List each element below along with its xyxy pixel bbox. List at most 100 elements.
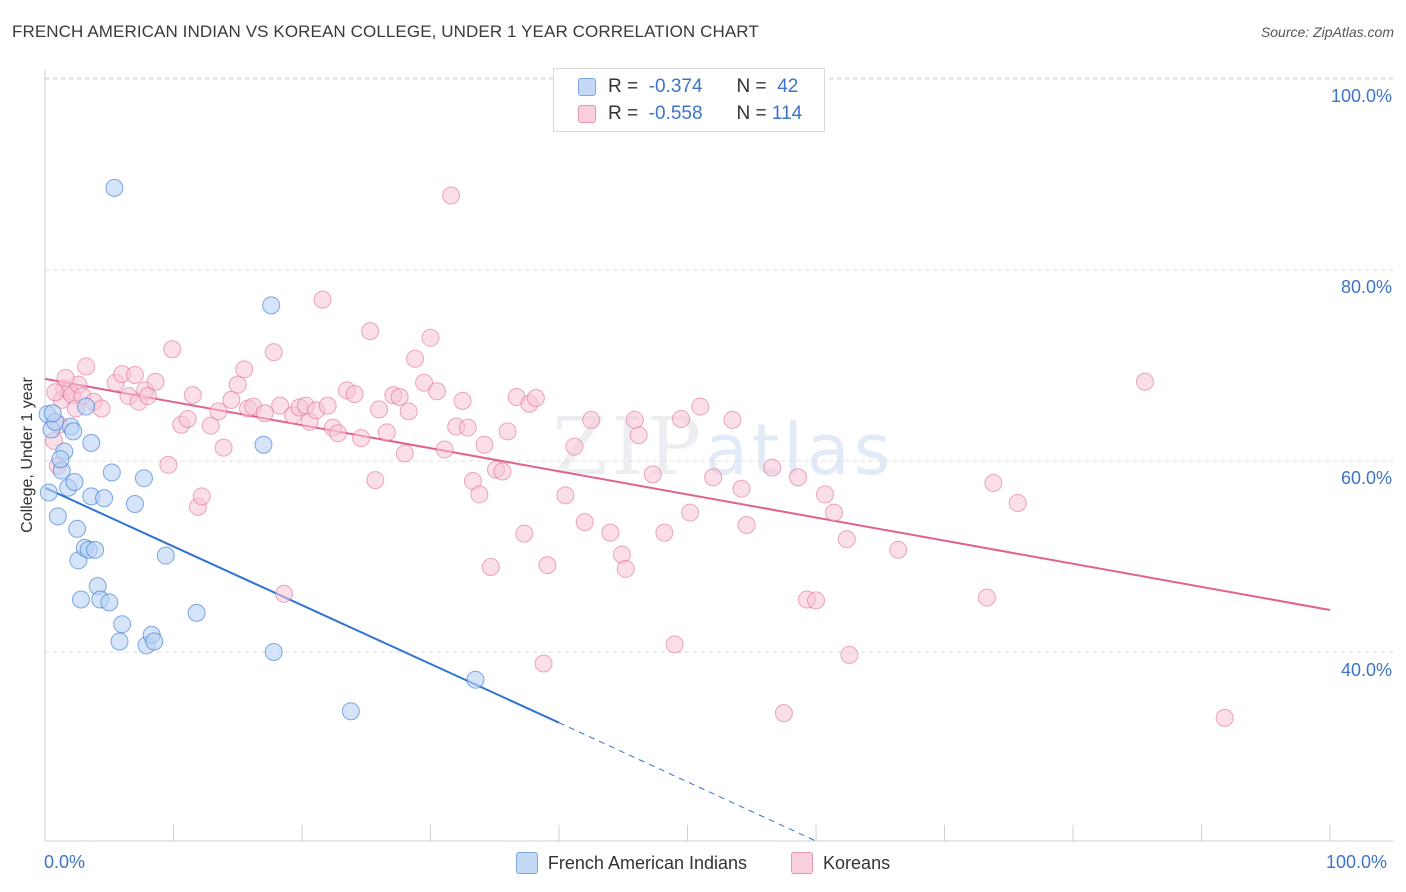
source-label: Source: ZipAtlas.com bbox=[1260, 24, 1394, 40]
koreans-point bbox=[1215, 708, 1234, 727]
koreans-point bbox=[77, 357, 96, 376]
legend-n-label: N = bbox=[736, 103, 767, 124]
koreans-point bbox=[183, 386, 202, 405]
koreans-point bbox=[977, 588, 996, 607]
koreans-point bbox=[837, 530, 856, 549]
legend-r-value-blue: -0.374 bbox=[648, 76, 703, 97]
koreans-point bbox=[565, 437, 584, 456]
koreans-point bbox=[774, 704, 793, 723]
legend-swatch-pink bbox=[791, 852, 814, 874]
koreans-point bbox=[458, 418, 477, 437]
french-american-indians-point bbox=[48, 507, 67, 526]
koreans-point bbox=[815, 485, 834, 504]
koreans-point bbox=[146, 372, 165, 391]
legend-item-koreans[interactable]: Koreans bbox=[791, 852, 890, 874]
french-american-indians-point bbox=[125, 494, 144, 513]
french-american-indians-point bbox=[51, 450, 70, 469]
koreans-point bbox=[601, 523, 620, 542]
koreans-point bbox=[538, 556, 557, 575]
koreans-points bbox=[44, 186, 1234, 727]
x-tick-label-100: 100.0% bbox=[1326, 852, 1388, 872]
legend-row-blue: R = -0.374 N = 42 bbox=[578, 76, 798, 98]
koreans-point bbox=[345, 385, 364, 404]
koreans-point bbox=[228, 375, 247, 394]
koreans-point bbox=[889, 540, 908, 559]
koreans-point bbox=[264, 343, 283, 362]
koreans-point bbox=[515, 524, 534, 543]
koreans-point bbox=[575, 513, 594, 532]
koreans-point bbox=[395, 444, 414, 463]
french-american-indians-point bbox=[77, 397, 96, 416]
koreans-point bbox=[352, 429, 371, 448]
legend-swatch-pink bbox=[578, 105, 596, 123]
y-tick-label-100: 100.0% bbox=[1330, 86, 1392, 106]
koreans-point bbox=[582, 410, 601, 429]
koreans-point bbox=[399, 402, 418, 421]
koreans-point bbox=[807, 591, 825, 610]
french-american-indians-point bbox=[43, 404, 62, 423]
koreans-point bbox=[629, 426, 648, 445]
koreans-point bbox=[481, 558, 500, 577]
legend-label-french-american-indians: French American Indians bbox=[547, 852, 748, 873]
koreans-point bbox=[366, 471, 385, 490]
koreans-point bbox=[125, 366, 144, 385]
koreans-point bbox=[435, 440, 454, 459]
koreans-point bbox=[1008, 494, 1027, 513]
axes bbox=[44, 70, 1393, 842]
koreans-point bbox=[824, 503, 843, 522]
french-american-indians-trend-extension bbox=[558, 722, 817, 842]
french-american-indians-point bbox=[254, 435, 273, 454]
french-american-indians-point bbox=[145, 632, 164, 651]
legend-r-label: R = bbox=[608, 103, 639, 124]
koreans-point bbox=[672, 409, 691, 428]
koreans-point bbox=[313, 290, 332, 309]
french-american-indians-trend-line bbox=[44, 486, 560, 724]
koreans-point bbox=[453, 391, 472, 410]
koreans-point bbox=[255, 404, 274, 423]
french-american-indians-point bbox=[65, 473, 84, 492]
koreans-point bbox=[1135, 372, 1154, 391]
koreans-point bbox=[763, 458, 782, 477]
legend-n-label: N = bbox=[736, 76, 767, 97]
french-american-indians-point bbox=[71, 590, 90, 609]
koreans-point bbox=[209, 402, 228, 421]
koreans-point bbox=[235, 360, 254, 379]
koreans-point bbox=[138, 387, 157, 406]
french-american-indians-point bbox=[262, 296, 281, 315]
koreans-point bbox=[723, 410, 742, 429]
french-american-indians-point bbox=[113, 615, 132, 634]
french-american-indians-points bbox=[38, 178, 485, 721]
legend-swatch-blue bbox=[578, 78, 596, 96]
koreans-point bbox=[681, 503, 700, 522]
koreans-point bbox=[498, 422, 517, 441]
french-american-indians-point bbox=[86, 540, 105, 559]
french-american-indians-point bbox=[156, 546, 175, 565]
y-tick-label-40: 40.0% bbox=[1340, 660, 1392, 680]
koreans-point bbox=[643, 465, 662, 484]
koreans-point bbox=[328, 424, 347, 443]
koreans-point bbox=[616, 559, 635, 578]
french-american-indians-point bbox=[110, 632, 129, 651]
koreans-point bbox=[691, 397, 710, 416]
koreans-point bbox=[222, 390, 241, 409]
series-legend: French American Indians Koreans bbox=[0, 852, 1406, 874]
koreans-point bbox=[92, 399, 111, 418]
koreans-point bbox=[415, 373, 434, 392]
french-american-indians-point bbox=[39, 483, 58, 502]
koreans-point bbox=[159, 455, 178, 474]
koreans-point bbox=[318, 396, 337, 415]
chart-title: FRENCH AMERICAN INDIAN VS KOREAN COLLEGE… bbox=[12, 22, 759, 41]
koreans-point bbox=[192, 487, 211, 506]
koreans-point bbox=[275, 584, 294, 603]
koreans-point bbox=[214, 438, 233, 457]
koreans-point bbox=[163, 340, 182, 359]
koreans-point bbox=[377, 423, 396, 442]
y-tick-label-60: 60.0% bbox=[1340, 468, 1392, 488]
koreans-point bbox=[625, 410, 644, 429]
french-american-indians-point bbox=[100, 593, 119, 612]
koreans-point bbox=[46, 383, 65, 402]
french-american-indians-point bbox=[134, 469, 153, 488]
legend-r-value-pink: -0.558 bbox=[648, 103, 703, 124]
legend-item-french-american-indians[interactable]: French American Indians bbox=[515, 852, 748, 874]
